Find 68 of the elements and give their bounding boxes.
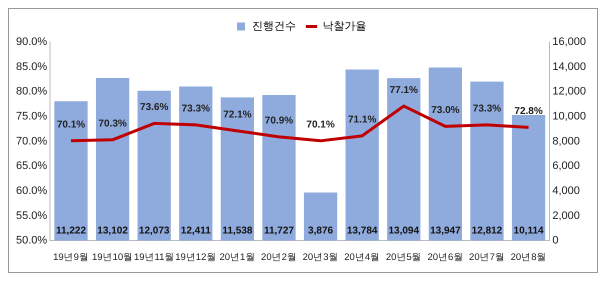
y-tick-label: 55.0% xyxy=(16,210,48,222)
bar xyxy=(179,86,212,241)
y2-tick-label: 6,000 xyxy=(552,160,580,172)
x-tick-label: 20년2월 xyxy=(261,252,297,263)
x-tick-label: 19년11월 xyxy=(134,252,174,263)
data-label: 10,114 xyxy=(514,225,544,236)
data-label: 13,094 xyxy=(388,225,420,236)
bar xyxy=(138,90,171,241)
x-tick-label: 20년5월 xyxy=(386,252,422,263)
bar xyxy=(96,78,130,241)
bar xyxy=(387,78,420,241)
bar xyxy=(512,115,546,241)
data-label: 70.1% xyxy=(306,120,335,131)
x-tick-label: 20년1월 xyxy=(219,252,256,263)
y2-tick-label: 4,000 xyxy=(552,184,580,197)
y-tick-label: 50.0% xyxy=(16,234,48,247)
data-label: 3,876 xyxy=(308,225,334,236)
data-label: 12,411 xyxy=(180,225,212,236)
x-tick-label: 20년4월 xyxy=(344,252,380,263)
data-label: 77.1% xyxy=(390,84,418,96)
x-tick-label: 19년12월 xyxy=(175,252,216,263)
y-tick-label: 75.0% xyxy=(16,110,48,123)
data-label: 13,102 xyxy=(97,225,128,236)
y2-tick-label: 14,000 xyxy=(552,60,586,73)
y2-tick-label: 0 xyxy=(552,234,558,247)
data-label: 73.0% xyxy=(431,105,460,116)
y-tick-label: 60.0% xyxy=(16,184,48,197)
bar xyxy=(220,97,254,241)
data-label: 73.3% xyxy=(182,104,210,115)
y2-tick-label: 8,000 xyxy=(552,135,580,148)
data-label: 12,812 xyxy=(472,225,503,236)
y-tick-label: 90.0% xyxy=(16,36,48,48)
data-label: 13,784 xyxy=(346,225,378,236)
legend-label: 진행건수 xyxy=(252,20,296,33)
data-label: 73.3% xyxy=(472,104,502,115)
bar xyxy=(54,101,88,241)
data-label: 73.6% xyxy=(140,102,168,114)
y-tick-label: 80.0% xyxy=(16,86,48,98)
y2-tick-label: 12,000 xyxy=(552,86,586,98)
y2-tick-label: 2,000 xyxy=(552,210,580,222)
data-label: 11,538 xyxy=(222,225,253,236)
bar xyxy=(470,82,504,241)
bar xyxy=(262,95,296,241)
y-tick-label: 70.0% xyxy=(16,135,48,148)
data-label: 70.3% xyxy=(98,118,127,130)
data-label: 13,947 xyxy=(430,225,462,236)
legend-label: 낙찰가율 xyxy=(322,20,366,33)
y-tick-label: 85.0% xyxy=(16,60,48,73)
bar xyxy=(346,70,379,241)
bar xyxy=(304,192,338,241)
bar xyxy=(428,67,462,241)
y2-tick-label: 16,000 xyxy=(552,36,586,48)
x-tick-label: 20년7월 xyxy=(469,252,505,263)
data-label: 72.8% xyxy=(514,106,543,118)
data-label: 12,073 xyxy=(138,225,170,236)
y-tick-label: 65.0% xyxy=(16,160,48,172)
data-label: 11,222 xyxy=(56,225,86,236)
data-label: 72.1% xyxy=(223,110,252,121)
y2-tick-label: 10,000 xyxy=(552,110,586,123)
x-tick-label: 19년10월 xyxy=(92,252,134,263)
data-label: 70.9% xyxy=(264,116,294,127)
data-label: 11,727 xyxy=(264,225,294,236)
x-tick-label: 20년6월 xyxy=(427,252,464,263)
x-tick-label: 20년8월 xyxy=(510,252,546,263)
x-tick-label: 19년9월 xyxy=(53,252,89,263)
x-tick-label: 20년3월 xyxy=(302,252,338,263)
data-label: 71.1% xyxy=(348,114,376,126)
data-label: 70.1% xyxy=(56,120,86,131)
